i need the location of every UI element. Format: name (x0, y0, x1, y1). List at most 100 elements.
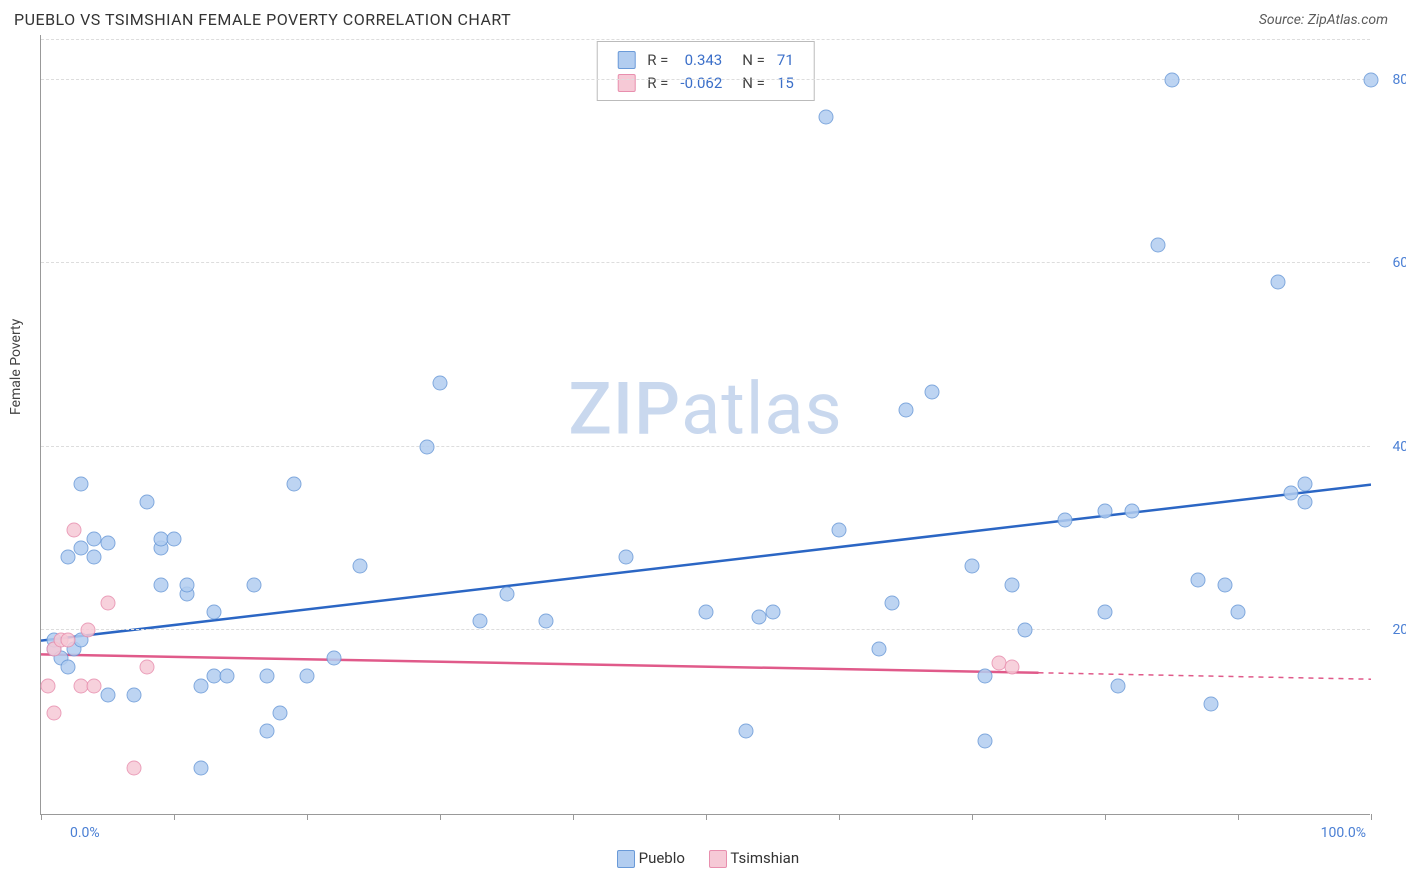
data-point (60, 632, 75, 647)
data-point (1204, 696, 1219, 711)
y-tick-label: 80.0% (1392, 72, 1406, 88)
legend-item: Pueblo (617, 849, 685, 867)
gridline (41, 262, 1370, 263)
data-point (832, 522, 847, 537)
data-point (499, 586, 514, 601)
data-point (1058, 513, 1073, 528)
data-point (73, 540, 88, 555)
data-point (73, 476, 88, 491)
source-credit: Source: ZipAtlas.com (1259, 12, 1388, 28)
data-point (871, 641, 886, 656)
y-axis-label: Female Poverty (8, 319, 24, 415)
data-point (1364, 72, 1379, 87)
x-tick (1105, 814, 1106, 820)
data-point (965, 559, 980, 574)
data-point (419, 439, 434, 454)
data-point (1297, 476, 1312, 491)
data-point (1164, 72, 1179, 87)
data-point (978, 733, 993, 748)
x-tick (1371, 814, 1372, 820)
data-point (140, 660, 155, 675)
data-point (1004, 660, 1019, 675)
data-point (1284, 485, 1299, 500)
x-tick (573, 814, 574, 820)
data-point (206, 605, 221, 620)
data-point (140, 495, 155, 510)
data-point (885, 595, 900, 610)
trend-lines (41, 35, 1371, 815)
plot-area: ZIPatlas R =0.343N =71R =-0.062N =15 20.… (40, 35, 1370, 815)
watermark: ZIPatlas (568, 366, 842, 451)
data-point (127, 687, 142, 702)
data-point (1297, 495, 1312, 510)
stats-legend: R =0.343N =71R =-0.062N =15 (596, 41, 815, 101)
chart-area: Female Poverty ZIPatlas R =0.343N =71R =… (30, 35, 1386, 868)
x-tick (174, 814, 175, 820)
data-point (260, 669, 275, 684)
data-point (1004, 577, 1019, 592)
data-point (433, 375, 448, 390)
data-point (220, 669, 235, 684)
data-point (1018, 623, 1033, 638)
data-point (1098, 605, 1113, 620)
x-tick (41, 814, 42, 820)
y-tick-label: 40.0% (1392, 439, 1406, 455)
x-tick (839, 814, 840, 820)
chart-header: PUEBLO VS TSIMSHIAN FEMALE POVERTY CORRE… (0, 0, 1406, 35)
data-point (100, 536, 115, 551)
data-point (539, 614, 554, 629)
x-tick (307, 814, 308, 820)
y-tick-label: 20.0% (1392, 622, 1406, 638)
data-point (472, 614, 487, 629)
data-point (699, 605, 714, 620)
data-point (80, 623, 95, 638)
x-axis-labels: 0.0% 100.0% (70, 825, 1366, 841)
data-point (619, 550, 634, 565)
gridline (41, 629, 1370, 630)
x-tick (440, 814, 441, 820)
gridline (41, 446, 1370, 447)
data-point (87, 678, 102, 693)
data-point (1231, 605, 1246, 620)
data-point (246, 577, 261, 592)
data-point (898, 403, 913, 418)
legend-row: R =0.343N =71 (611, 48, 800, 71)
data-point (1270, 274, 1285, 289)
legend-row: R =-0.062N =15 (611, 71, 800, 94)
data-point (1111, 678, 1126, 693)
data-point (260, 724, 275, 739)
x-min-label: 0.0% (70, 825, 100, 841)
data-point (67, 522, 82, 537)
data-point (47, 706, 62, 721)
chart-title: PUEBLO VS TSIMSHIAN FEMALE POVERTY CORRE… (14, 10, 511, 29)
data-point (127, 761, 142, 776)
data-point (100, 687, 115, 702)
data-point (1098, 504, 1113, 519)
data-point (193, 678, 208, 693)
data-point (286, 476, 301, 491)
data-point (1217, 577, 1232, 592)
data-point (153, 577, 168, 592)
data-point (1124, 504, 1139, 519)
legend-item: Tsimshian (709, 849, 799, 867)
gridline (41, 39, 1370, 40)
data-point (100, 595, 115, 610)
data-point (818, 109, 833, 124)
data-point (273, 706, 288, 721)
x-tick (706, 814, 707, 820)
y-tick-label: 60.0% (1392, 255, 1406, 271)
series-legend: Pueblo Tsimshian (30, 849, 1386, 868)
x-tick (1238, 814, 1239, 820)
data-point (925, 384, 940, 399)
data-point (193, 761, 208, 776)
data-point (326, 651, 341, 666)
data-point (1151, 238, 1166, 253)
data-point (180, 577, 195, 592)
data-point (978, 669, 993, 684)
x-max-label: 100.0% (1321, 825, 1366, 841)
data-point (167, 531, 182, 546)
data-point (40, 678, 55, 693)
data-point (738, 724, 753, 739)
data-point (300, 669, 315, 684)
data-point (765, 605, 780, 620)
